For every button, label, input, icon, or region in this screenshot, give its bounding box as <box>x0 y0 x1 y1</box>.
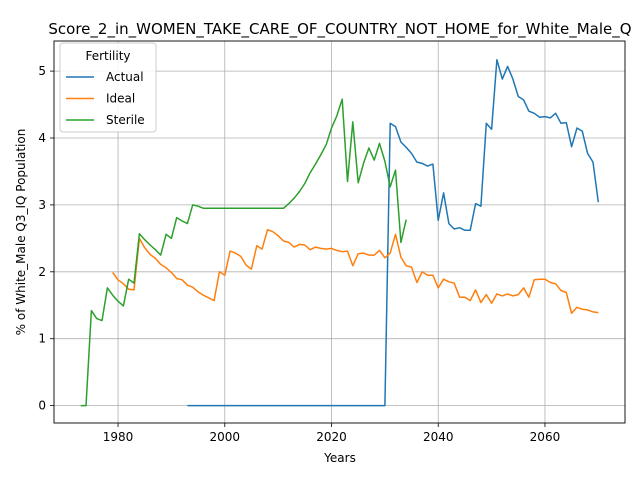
y-tick-label: 2 <box>38 265 46 279</box>
series-line-ideal <box>112 228 599 315</box>
series-line-sterile <box>80 98 407 407</box>
series-lines <box>80 58 600 407</box>
y-tick-label: 1 <box>38 332 46 346</box>
x-axis-ticks: 1980 2000 2020 2040 2060 <box>103 423 560 444</box>
y-tick-label: 3 <box>38 198 46 212</box>
y-tick-label: 0 <box>38 399 46 413</box>
series-line-actual <box>187 58 600 407</box>
x-tick-label: 2060 <box>530 430 561 444</box>
legend-box <box>59 42 157 133</box>
x-tick-label: 1980 <box>103 430 134 444</box>
x-tick-label: 2020 <box>316 430 347 444</box>
legend: Fertility Actual Ideal Sterile <box>59 42 157 133</box>
y-tick-label: 5 <box>38 64 46 78</box>
y-tick-label: 4 <box>38 131 46 145</box>
x-tick-label: 2040 <box>423 430 454 444</box>
y-axis-label: % of White_Male Q3_IQ Population <box>14 129 28 336</box>
x-axis-label: Years <box>323 451 356 465</box>
legend-label-ideal: Ideal <box>106 92 135 106</box>
legend-title: Fertility <box>85 49 130 63</box>
legend-entries: Actual Ideal Sterile <box>66 70 145 127</box>
y-axis-ticks: 0 1 2 3 4 5 <box>38 64 54 413</box>
chart-title: Score_2_in_WOMEN_TAKE_CARE_OF_COUNTRY_NO… <box>48 20 631 39</box>
x-tick-label: 2000 <box>209 430 240 444</box>
legend-label-sterile: Sterile <box>106 113 145 127</box>
plot-frame <box>53 40 626 424</box>
legend-label-actual: Actual <box>106 70 144 84</box>
